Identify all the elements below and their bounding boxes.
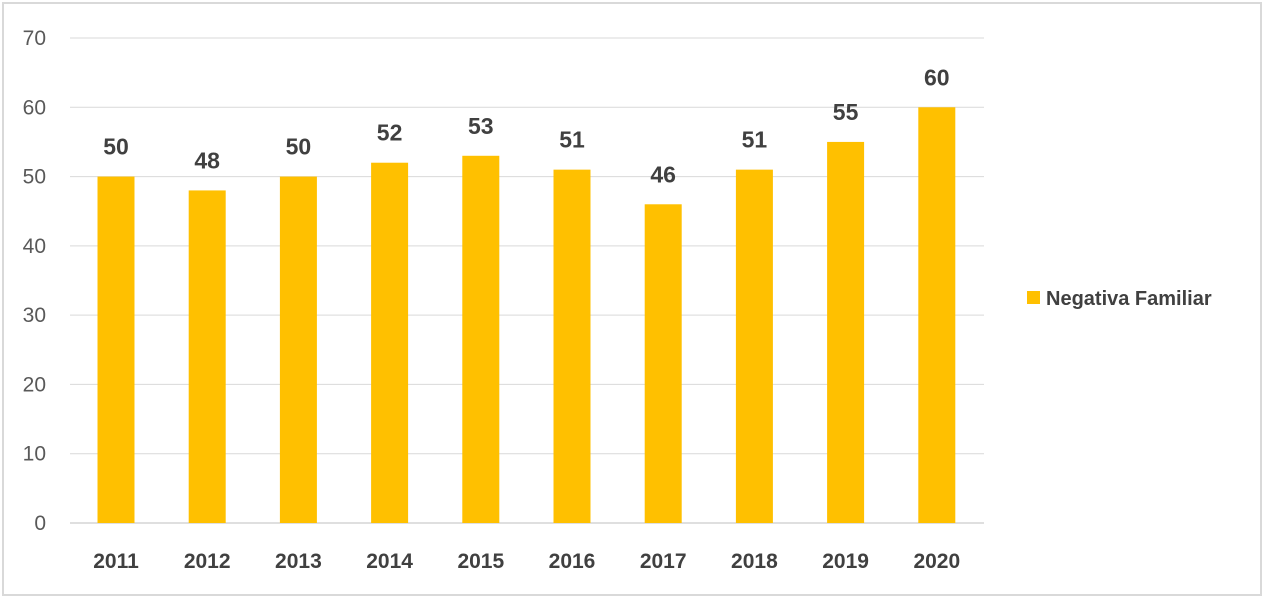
legend: Negativa Familiar [1027,288,1212,310]
y-tick-label: 50 [23,166,46,189]
legend-swatch [1027,291,1040,304]
bar-2015 [462,155,500,524]
data-label-2017: 46 [650,161,676,187]
data-labels: 50 48 50 52 53 51 46 51 55 60 [103,64,949,187]
data-label-2011: 50 [103,134,129,160]
bars [97,107,956,524]
bar-2017 [644,204,682,524]
data-label-2014: 52 [377,120,403,146]
x-tick-label-2014: 2014 [366,550,413,573]
x-tick-label-2017: 2017 [640,550,687,573]
y-tick-label: 0 [34,512,46,535]
y-tick-label: 30 [23,304,46,327]
x-tick-label-2019: 2019 [822,550,869,573]
x-axis-ticks: 2011 2012 2013 2014 2015 2016 2017 2018 2019 2020 [93,550,960,573]
y-axis-ticks: 0 10 20 30 40 50 60 70 [23,27,46,535]
legend-label: Negativa Familiar [1046,288,1212,310]
data-label-2020: 60 [924,64,950,90]
data-label-2018: 51 [742,127,768,153]
y-tick-label: 40 [23,235,46,258]
data-label-2016: 51 [559,127,585,153]
data-label-2013: 50 [286,134,312,160]
data-label-2019: 55 [833,99,859,125]
x-tick-label-2020: 2020 [913,550,960,573]
bar-2011 [97,176,135,524]
bar-2014 [371,162,409,523]
data-label-2015: 53 [468,113,494,139]
bar-2012 [188,190,226,523]
bar-2018 [735,169,773,523]
bar-2016 [553,169,591,523]
data-label-2012: 48 [194,147,220,173]
bar-2013 [279,176,317,524]
bar-2019 [827,141,865,523]
y-tick-label: 20 [23,373,46,396]
x-tick-label-2016: 2016 [549,550,596,573]
y-tick-label: 60 [23,96,46,119]
x-tick-label-2018: 2018 [731,550,778,573]
bar-2020 [918,107,956,524]
x-tick-label-2015: 2015 [457,550,504,573]
x-tick-label-2013: 2013 [275,550,322,573]
y-tick-label: 70 [23,27,46,50]
y-tick-label: 10 [23,443,46,466]
x-tick-label-2011: 2011 [93,550,139,573]
x-tick-label-2012: 2012 [184,550,231,573]
